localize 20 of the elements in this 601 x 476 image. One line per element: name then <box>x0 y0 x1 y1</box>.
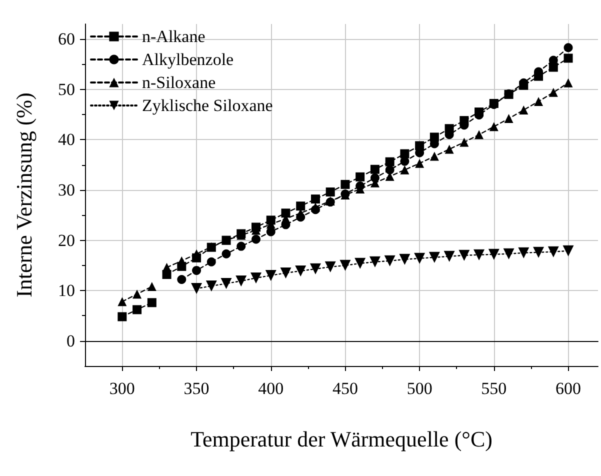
x-tick-label: 450 <box>332 379 358 398</box>
legend-label: n-Alkane <box>142 27 206 46</box>
legend-label: Alkylbenzole <box>142 50 234 69</box>
x-tick-label: 400 <box>258 379 284 398</box>
y-tick-label: 50 <box>58 80 75 99</box>
y-tick-label: 30 <box>58 180 75 200</box>
x-tick-label: 600 <box>556 379 582 398</box>
legend-label: Zyklische Siloxane <box>142 96 273 115</box>
legend-label: n-Siloxane <box>142 73 216 92</box>
y-tick-label: 60 <box>58 30 75 49</box>
y-tick-label: 40 <box>58 130 75 150</box>
x-axis-title: Temperatur der Wärmequelle (°C) <box>190 426 492 452</box>
y-tick-label: 0 <box>66 331 75 350</box>
x-tick-label: 550 <box>481 379 507 398</box>
y-tick-label: 20 <box>58 230 75 250</box>
x-tick-label: 350 <box>184 379 210 398</box>
y-tick-label: 10 <box>58 281 75 300</box>
x-tick-label: 500 <box>406 379 432 398</box>
y-axis-title: Interne Verzinsung (%) <box>12 92 36 298</box>
x-tick-label: 300 <box>109 379 135 398</box>
